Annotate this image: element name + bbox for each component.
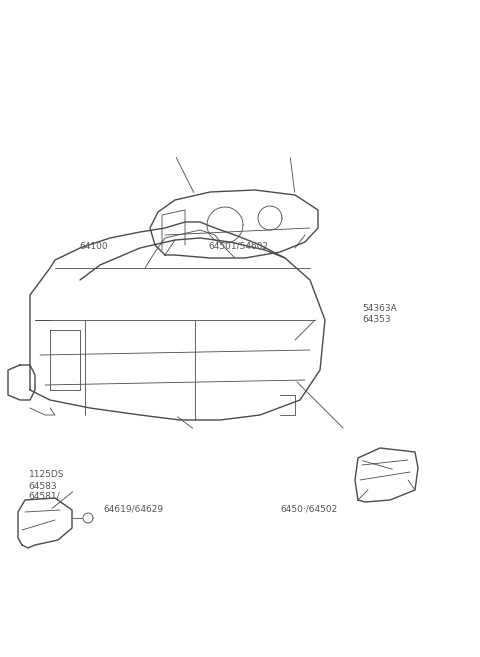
- Text: 54363A: 54363A: [362, 304, 397, 313]
- Text: 64501/54602: 64501/54602: [209, 242, 269, 251]
- Text: 64581/: 64581/: [29, 491, 60, 501]
- Text: 64353: 64353: [362, 315, 391, 325]
- Text: 64619/64629: 64619/64629: [103, 505, 163, 514]
- Text: 6450·/64502: 6450·/64502: [281, 505, 338, 514]
- Text: 64100: 64100: [79, 242, 108, 251]
- Text: 64583: 64583: [29, 482, 58, 491]
- Text: 1125DS: 1125DS: [29, 470, 64, 479]
